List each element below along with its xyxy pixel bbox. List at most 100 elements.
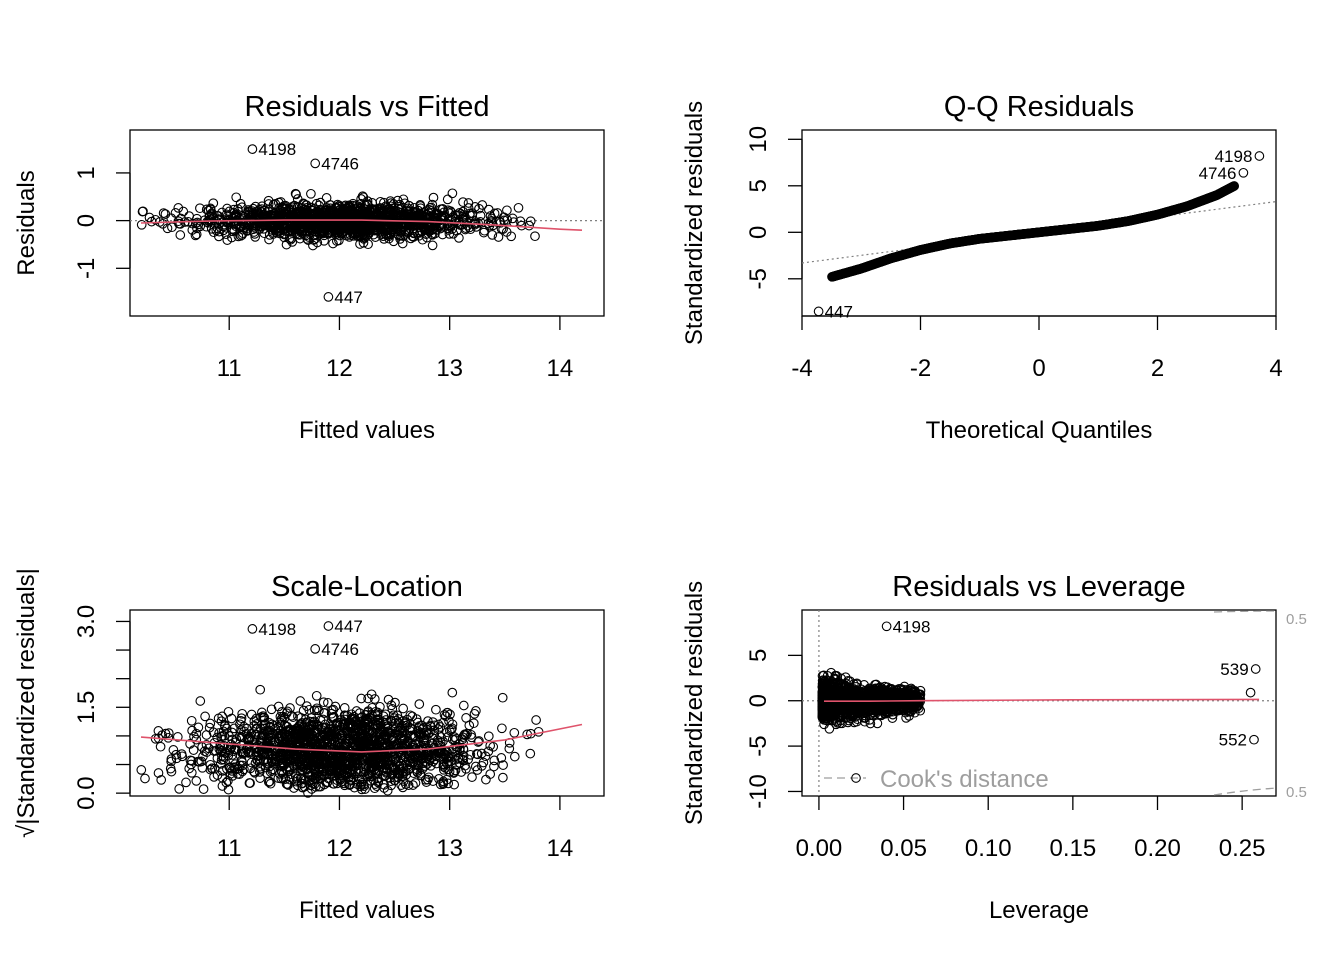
data-point — [192, 223, 202, 234]
data-point — [271, 748, 281, 759]
data-point — [299, 229, 310, 240]
data-point — [344, 779, 354, 790]
data-point — [197, 742, 207, 752]
data-point — [318, 697, 329, 708]
data-point — [213, 210, 223, 221]
smooth-line — [140, 219, 583, 231]
data-point — [379, 783, 390, 793]
data-point — [330, 225, 341, 236]
data-point — [229, 723, 240, 734]
data-point — [243, 735, 254, 745]
data-point — [249, 766, 259, 777]
data-point — [297, 759, 308, 770]
data-point — [342, 728, 353, 738]
y-axis-label: Residuals — [13, 170, 40, 275]
data-point — [292, 746, 303, 757]
data-point — [506, 231, 517, 242]
data-point — [359, 223, 370, 233]
data-point — [248, 224, 259, 235]
data-point — [388, 199, 399, 209]
data-point — [492, 208, 503, 218]
data-point — [410, 778, 421, 788]
data-point — [471, 749, 482, 759]
data-point — [425, 721, 436, 732]
plot-title: Residuals vs Fitted — [245, 91, 490, 123]
data-point — [457, 734, 468, 745]
data-point — [358, 192, 369, 203]
labeled-point — [310, 644, 321, 654]
cook-contour-lower — [1213, 787, 1278, 796]
data-point — [325, 200, 335, 210]
data-point — [315, 197, 326, 208]
data-point — [872, 718, 883, 729]
data-point — [233, 231, 244, 242]
data-point — [297, 764, 308, 775]
data-point — [279, 232, 290, 243]
point-label: 4198 — [258, 620, 296, 639]
cook-contour-upper — [1213, 610, 1278, 613]
data-point — [320, 758, 330, 768]
data-point — [452, 742, 463, 753]
plot-box — [801, 129, 1277, 317]
y-tick-label: 5 — [745, 649, 772, 662]
x-tick-label: 13 — [436, 355, 463, 382]
data-point — [332, 778, 342, 789]
data-point — [187, 225, 198, 235]
y-tick-label: -5 — [745, 735, 772, 756]
data-point — [311, 690, 322, 701]
data-point — [370, 204, 380, 215]
data-point — [427, 240, 438, 251]
data-point — [381, 739, 392, 750]
data-point — [444, 752, 455, 763]
data-point — [342, 768, 353, 779]
data-point — [498, 772, 508, 783]
data-point — [475, 217, 486, 227]
data-point — [474, 203, 484, 214]
data-point — [290, 771, 301, 781]
data-point — [296, 216, 307, 227]
data-point — [263, 199, 274, 209]
data-point — [259, 712, 270, 723]
data-point — [307, 755, 318, 766]
data-point — [266, 704, 277, 715]
data-point — [370, 218, 380, 229]
data-point — [144, 212, 155, 223]
y-axis-label: Standardized residuals — [681, 101, 708, 345]
data-point — [464, 720, 475, 731]
x-axis-label: Fitted values — [299, 417, 435, 444]
data-point — [237, 217, 248, 228]
data-point — [383, 694, 394, 705]
x-tick-label: 14 — [547, 835, 574, 862]
data-point — [460, 760, 470, 771]
data-point — [364, 769, 375, 780]
data-point — [335, 775, 345, 785]
data-point — [265, 778, 276, 789]
data-point — [435, 204, 446, 215]
data-point — [887, 713, 898, 723]
y-tick-label: 10 — [745, 126, 772, 153]
x-tick-label: 0.15 — [1049, 835, 1096, 862]
data-point — [444, 766, 455, 777]
data-point — [162, 223, 173, 234]
data-point — [212, 223, 223, 234]
data-point — [334, 753, 345, 764]
data-point — [296, 778, 307, 789]
y-axis-label: √|Standardized residuals| — [13, 568, 40, 838]
data-point — [240, 747, 250, 758]
data-point — [269, 721, 279, 731]
data-point — [395, 752, 406, 763]
data-point — [192, 213, 202, 224]
data-point — [481, 774, 491, 785]
qq-points — [827, 181, 1240, 282]
data-point — [463, 198, 474, 208]
data-point — [313, 781, 324, 792]
data-point — [173, 203, 184, 213]
data-point — [447, 687, 458, 698]
scale-location-points — [136, 684, 544, 798]
data-point — [243, 206, 253, 217]
data-point — [237, 708, 248, 719]
x-tick-label: -4 — [791, 355, 812, 382]
data-point — [509, 751, 520, 762]
x-tick-label: 13 — [436, 835, 463, 862]
